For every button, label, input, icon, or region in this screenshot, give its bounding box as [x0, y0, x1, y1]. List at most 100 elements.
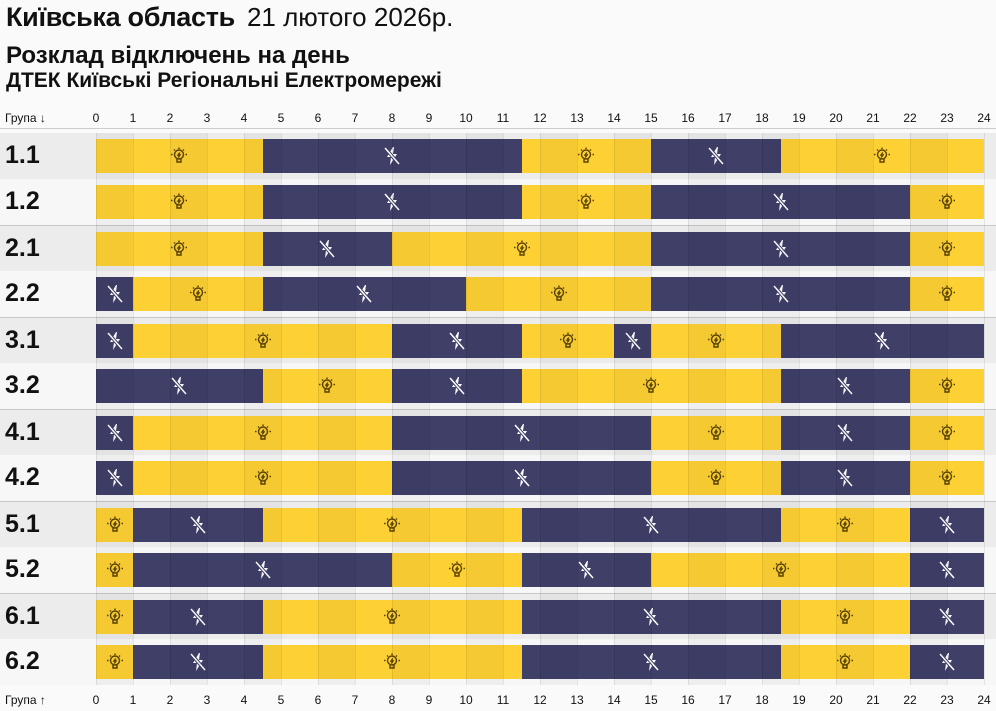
lightbulb-icon: [169, 146, 189, 166]
segment-power-off: [133, 600, 263, 634]
lightbulb-icon: [576, 192, 596, 212]
x-tick-label: 21: [866, 111, 880, 125]
no-power-icon: [624, 331, 642, 351]
x-tick-label: 6: [314, 111, 322, 125]
group-row: 5.1: [0, 501, 996, 548]
segment-power-on: [910, 461, 984, 495]
hour-gridline: [836, 133, 837, 685]
hour-gridline: [503, 133, 504, 685]
x-tick-label: 3: [203, 693, 211, 707]
x-tick-label: 23: [940, 693, 954, 707]
no-power-icon: [189, 515, 207, 535]
x-tick-label: 10: [459, 693, 473, 707]
lightbulb-icon: [706, 423, 726, 443]
bottom-axis-label: Група ↑: [5, 693, 46, 707]
x-tick-label: 7: [351, 693, 359, 707]
company-name: ДТЕК Київські Регіональні Електромережі: [6, 69, 442, 92]
x-tick-label: 1: [129, 111, 137, 125]
hour-gridline: [799, 133, 800, 685]
hour-gridline: [429, 133, 430, 685]
no-power-icon: [106, 468, 124, 488]
segment-power-on: [133, 416, 392, 450]
lightbulb-icon: [872, 146, 892, 166]
no-power-icon: [772, 284, 790, 304]
lightbulb-icon: [447, 560, 467, 580]
group-row: 3.2: [0, 363, 996, 409]
no-power-icon: [642, 607, 660, 627]
segment-power-off: [392, 369, 522, 403]
lightbulb-icon: [512, 239, 532, 259]
segment-power-on: [262, 369, 392, 403]
hour-gridline: [355, 133, 356, 685]
lightbulb-icon: [937, 192, 957, 212]
x-tick-label: 15: [644, 693, 658, 707]
group-row: 2.1: [0, 225, 996, 272]
x-tick-label: 2: [166, 693, 174, 707]
segment-power-off: [651, 185, 910, 219]
no-power-icon: [513, 468, 531, 488]
hour-gridline: [651, 133, 652, 685]
subtitle: Розклад відключень на день: [6, 42, 350, 69]
lightbulb-icon: [706, 468, 726, 488]
date: 21 лютого 2026р.: [246, 2, 454, 32]
segment-power-off: [521, 645, 781, 679]
segment-power-on: [780, 508, 910, 542]
group-label: 4.1: [5, 418, 40, 446]
schedule-chart: 1.1 1.2 2.1 2.2 3.1 3.2 4.1 4.2 5.1 5.2 6.1 6.2: [0, 133, 996, 685]
lightbulb-icon: [771, 560, 791, 580]
lightbulb-icon: [641, 376, 661, 396]
region-title: Київська область: [6, 2, 235, 32]
hour-gridline: [947, 133, 948, 685]
segment-power-on: [910, 232, 984, 266]
segment-power-on: [521, 185, 651, 219]
no-power-icon: [355, 284, 373, 304]
bottom-axis: Група ↑ 0 1 2 3 4 5 6 7 8 9 10 11 12 13 14 15 16 17 18 19 20…: [0, 690, 996, 710]
segment-power-off: [392, 416, 651, 450]
group-label: 6.2: [5, 647, 40, 675]
no-power-icon: [513, 423, 531, 443]
x-tick-label: 9: [425, 693, 433, 707]
group-label: 2.2: [5, 279, 40, 307]
no-power-icon: [448, 376, 466, 396]
hour-gridline: [725, 133, 726, 685]
lightbulb-icon: [169, 239, 189, 259]
segment-power-off: [651, 277, 910, 311]
segment-power-off: [614, 324, 651, 358]
lightbulb-icon: [706, 331, 726, 351]
segment-power-on: [96, 553, 133, 587]
x-tick-label: 10: [459, 111, 473, 125]
x-tick-label: 9: [425, 111, 433, 125]
x-tick-label: 11: [496, 693, 510, 707]
segment-power-off: [392, 324, 522, 358]
lightbulb-icon: [835, 607, 855, 627]
hour-gridline: [984, 133, 985, 685]
segment-power-on: [910, 369, 984, 403]
group-label: 3.1: [5, 326, 40, 354]
no-power-icon: [577, 560, 595, 580]
x-tick-label: 14: [607, 111, 621, 125]
group-row: 5.2: [0, 547, 996, 593]
segment-power-on: [392, 232, 651, 266]
x-tick-label: 21: [866, 693, 880, 707]
segment-power-on: [96, 645, 133, 679]
group-label: 1.2: [5, 187, 40, 215]
lightbulb-icon: [558, 331, 578, 351]
x-tick-label: 17: [718, 693, 732, 707]
x-tick-label: 4: [240, 111, 248, 125]
segment-power-off: [910, 508, 984, 542]
x-tick-label: 6: [314, 693, 322, 707]
group-row: 1.2: [0, 179, 996, 225]
group-label: 5.2: [5, 555, 40, 583]
segment-power-on: [651, 324, 781, 358]
no-power-icon: [772, 239, 790, 259]
segment-power-off: [133, 553, 392, 587]
no-power-icon: [383, 146, 401, 166]
lightbulb-icon: [937, 423, 957, 443]
segment-power-off: [262, 185, 522, 219]
segment-power-on: [651, 416, 781, 450]
no-power-icon: [836, 423, 854, 443]
x-tick-label: 20: [829, 693, 843, 707]
segment-power-off: [262, 139, 522, 173]
segment-power-off: [521, 508, 781, 542]
no-power-icon: [642, 515, 660, 535]
